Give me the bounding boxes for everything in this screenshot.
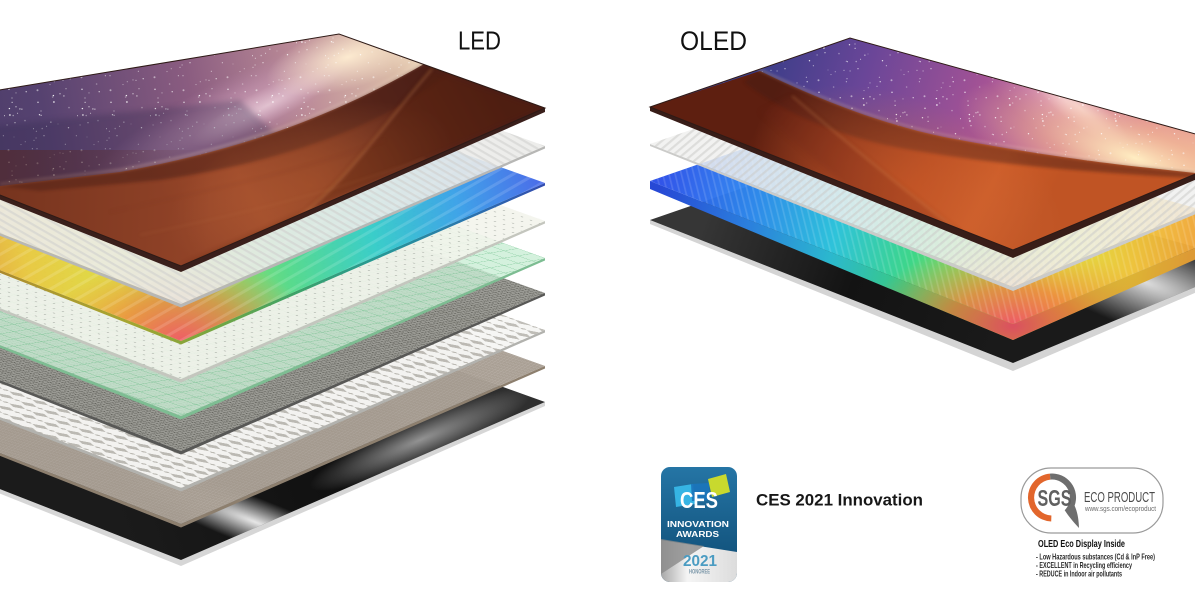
svg-text:LED: LED [458,26,501,56]
svg-text:- REDUCE in Indoor air polluta: - REDUCE in Indoor air pollutants [1036,570,1122,579]
svg-text:CES 2021 Innovation: CES 2021 Innovation [756,491,923,510]
svg-text:OLED: OLED [680,26,747,56]
svg-text:2021: 2021 [683,553,717,570]
svg-text:www.sgs.com/ecoproduct: www.sgs.com/ecoproduct [1084,506,1156,513]
svg-text:HONOREE: HONOREE [689,570,710,576]
svg-text:SGS: SGS [1038,485,1072,511]
svg-text:- EXCELLENT in Recycling effic: - EXCELLENT in Recycling efficiency [1036,561,1132,570]
svg-text:INNOVATION: INNOVATION [667,519,729,529]
svg-text:OLED Eco Display Inside: OLED Eco Display Inside [1038,538,1125,550]
svg-text:CES: CES [680,487,718,513]
svg-text:- Low Hazardous substances (Cd: - Low Hazardous substances (Cd & InP Fre… [1036,553,1155,562]
svg-text:ECO PRODUCT: ECO PRODUCT [1084,490,1155,506]
svg-text:AWARDS: AWARDS [676,529,719,539]
